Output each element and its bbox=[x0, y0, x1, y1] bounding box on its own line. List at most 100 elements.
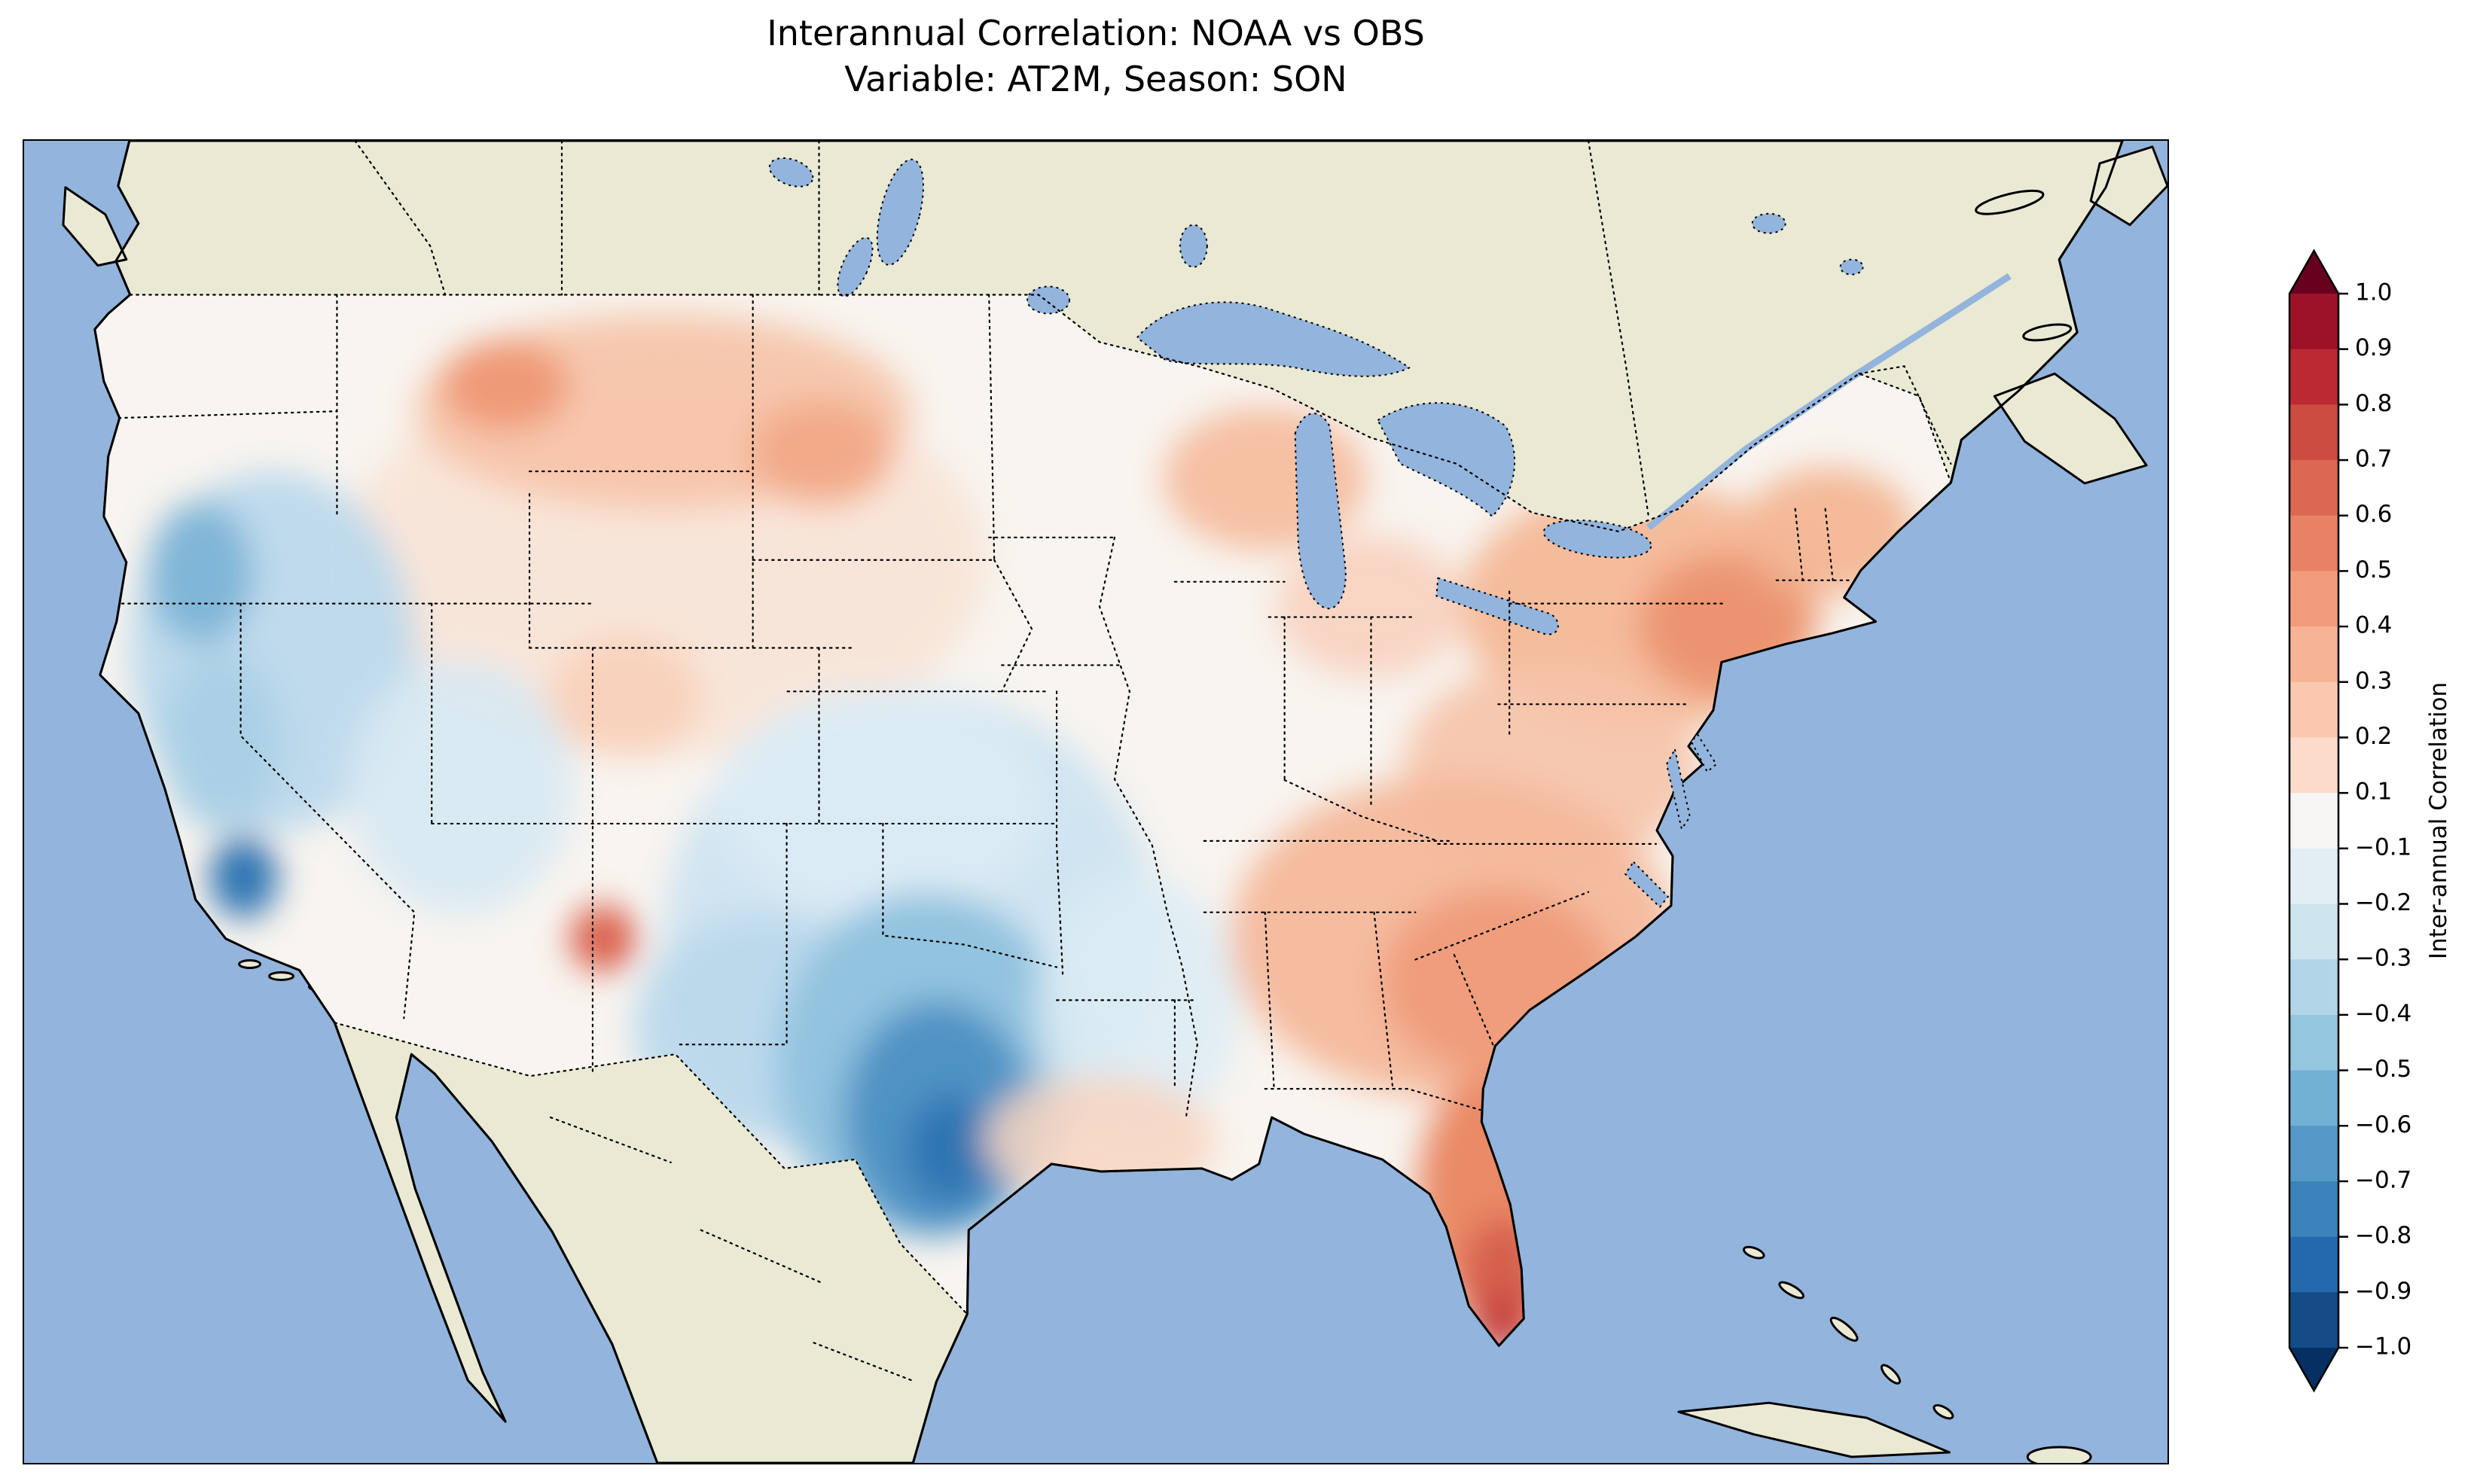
island-vancouver bbox=[62, 186, 128, 267]
chesapeake-bay bbox=[1665, 748, 1691, 830]
border-on-qc bbox=[1587, 141, 1650, 517]
colorbar-tick-label: 0.1 bbox=[2355, 779, 2392, 806]
lakes bbox=[768, 157, 1864, 908]
border-mx-state-1 bbox=[549, 1116, 672, 1164]
colorbar-tick-label: 0.2 bbox=[2355, 723, 2392, 750]
colorbar-segment bbox=[2289, 959, 2338, 1016]
lake-erie bbox=[1435, 577, 1559, 635]
island-bahama-4 bbox=[1880, 1364, 1902, 1385]
border-al-ga bbox=[1373, 911, 1394, 1090]
region-dakotas-red-spot bbox=[749, 400, 893, 505]
colorbar-segment bbox=[2289, 737, 2338, 794]
region-utah-arizona-light-blue bbox=[347, 659, 573, 915]
border-ms-al bbox=[1264, 911, 1275, 1090]
island-cuba bbox=[1677, 1401, 1951, 1458]
pamlico-sound bbox=[1624, 861, 1669, 908]
colorbar-tick-label: 0.7 bbox=[2355, 446, 2392, 473]
island-channel-2 bbox=[268, 971, 294, 981]
colorbar-segment bbox=[2289, 404, 2338, 461]
border-ca-nv-az bbox=[239, 602, 416, 1019]
political-borders bbox=[117, 141, 1952, 1382]
island-bahama-5 bbox=[1933, 1403, 1954, 1420]
colorbar-extend-under-triangle bbox=[2289, 1348, 2338, 1391]
colorbar-segment bbox=[2289, 349, 2338, 405]
title-block: Interannual Correlation: NOAA vs OBS Var… bbox=[23, 11, 2169, 102]
colorbar-tick-label: −0.8 bbox=[2355, 1222, 2411, 1249]
region-wyoming-colorado-pink bbox=[551, 636, 701, 757]
colorbar-segment bbox=[2289, 1014, 2338, 1071]
island-hispaniola bbox=[2026, 1446, 2092, 1463]
colorbar-tick-label: −0.2 bbox=[2355, 889, 2411, 916]
island-anticosti bbox=[1975, 189, 2045, 215]
colorbar-tick-label: 0.4 bbox=[2355, 612, 2392, 639]
colorbar-ticks: 1.0 0.9 0.8 0.7 0.6 0.5 0.4 0.3 0.2 0.1 −0.1 −0.2 −0… bbox=[2338, 279, 2411, 1361]
region-sierra-dark-blue-spot bbox=[209, 835, 278, 919]
lake-of-the-woods bbox=[1027, 285, 1071, 315]
border-mn-dakotas bbox=[988, 294, 996, 561]
region-central-california-blue bbox=[160, 651, 282, 832]
lake-superior bbox=[1136, 301, 1411, 377]
delaware-bay bbox=[1690, 733, 1717, 773]
colorbar-segment bbox=[2289, 793, 2338, 849]
colorbar-gradient bbox=[2289, 294, 2338, 1348]
colorbar-tick-label: −0.3 bbox=[2355, 945, 2411, 972]
lake-huron bbox=[1377, 402, 1515, 517]
colorbar-tick-label: 1.0 bbox=[2355, 279, 2392, 306]
border-us-canada bbox=[129, 294, 1952, 532]
island-newfoundland bbox=[2089, 145, 2167, 227]
colorbar-segment bbox=[2289, 1292, 2338, 1348]
colorbar-tick-label: −0.1 bbox=[2355, 833, 2411, 861]
colorbar-tick-label: −1.0 bbox=[2355, 1333, 2411, 1361]
colorbar-tick-label: −0.9 bbox=[2355, 1278, 2411, 1305]
lake-quebec-1 bbox=[1751, 212, 1786, 234]
border-me-nb bbox=[1858, 365, 1952, 465]
us-correlation-map bbox=[24, 141, 2167, 1463]
border-mx-state-3 bbox=[813, 1342, 913, 1382]
border-nc-sc bbox=[1414, 891, 1590, 961]
colorbar-segment bbox=[2289, 460, 2338, 517]
colorbar-tick-label: −0.5 bbox=[2355, 1056, 2411, 1083]
island-nova-scotia bbox=[1993, 372, 2148, 485]
colorbar-segment bbox=[2289, 904, 2338, 960]
st-lawrence-river bbox=[1646, 273, 2012, 531]
lake-michigan bbox=[1294, 413, 1347, 609]
lake-nipigon bbox=[1179, 224, 1208, 268]
colorbar-extend-over-triangle bbox=[2289, 251, 2338, 294]
island-bahama-1 bbox=[1778, 1281, 1805, 1300]
lake-manitoba bbox=[837, 236, 874, 297]
region-montana-red-spot bbox=[441, 340, 569, 431]
colorbar-segment bbox=[2289, 1236, 2338, 1293]
colorbar-svg: 1.0 0.9 0.8 0.7 0.6 0.5 0.4 0.3 0.2 0.1 −0.1 −0.2 −0… bbox=[2288, 248, 2452, 1393]
colorbar-segment bbox=[2289, 626, 2338, 683]
chart-subtitle: Variable: AT2M, Season: SON bbox=[844, 58, 1347, 99]
region-kansas-light-blue bbox=[715, 689, 1048, 915]
coastline bbox=[93, 141, 2124, 1463]
colorbar-segment bbox=[2289, 681, 2338, 739]
border-wa-or bbox=[117, 410, 338, 419]
colorbar-segment bbox=[2289, 294, 2338, 350]
colorbar-tick-label: 0.6 bbox=[2355, 501, 2392, 528]
colorbar-segment bbox=[2289, 848, 2338, 905]
border-new-england-3 bbox=[1824, 507, 1834, 581]
border-mississippi-river bbox=[1098, 536, 1198, 1119]
island-bahama-2 bbox=[1829, 1316, 1859, 1342]
border-ne-ia-river bbox=[993, 559, 1033, 693]
lake-quebec-2 bbox=[1839, 258, 1864, 276]
colorbar-tick-label: −0.6 bbox=[2355, 1111, 2411, 1138]
region-norcal-blue-spot bbox=[148, 501, 254, 644]
lake-canada-1 bbox=[768, 157, 814, 187]
colorbar-segment bbox=[2289, 571, 2338, 627]
border-31n-fl bbox=[1264, 1088, 1481, 1111]
colorbar: 1.0 0.9 0.8 0.7 0.6 0.5 0.4 0.3 0.2 0.1 −0.1 −0.2 −0… bbox=[2263, 226, 2474, 1431]
colorbar-tick-label: 0.3 bbox=[2355, 667, 2392, 694]
colorbar-segment bbox=[2289, 1181, 2338, 1238]
colorbar-tick-label: −0.7 bbox=[2355, 1166, 2411, 1193]
border-new-england-2 bbox=[1794, 507, 1804, 581]
colorbar-tick-label: −0.4 bbox=[2355, 1000, 2411, 1027]
island-bahama-3 bbox=[1742, 1245, 1765, 1260]
border-bc-ab bbox=[354, 141, 447, 296]
border-nm-tx bbox=[674, 822, 788, 1046]
region-lower-mississippi-light-blue bbox=[1036, 873, 1239, 1136]
colorbar-tick-label: 0.5 bbox=[2355, 556, 2392, 584]
